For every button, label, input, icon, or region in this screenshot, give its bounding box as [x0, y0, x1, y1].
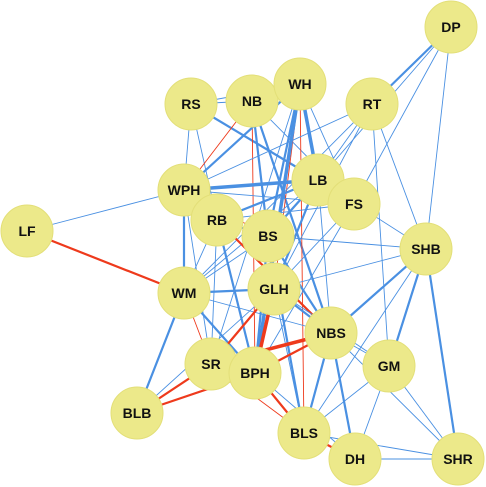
- node-label: LB: [309, 172, 328, 188]
- node-label: FS: [345, 196, 363, 212]
- node-label: RT: [363, 96, 382, 112]
- node-dp[interactable]: DP: [425, 1, 477, 53]
- node-label: GM: [378, 358, 401, 374]
- node-wh[interactable]: WH: [274, 58, 326, 110]
- node-label: NB: [242, 93, 262, 109]
- node-bls[interactable]: BLS: [278, 407, 330, 459]
- node-label: LF: [18, 223, 36, 239]
- node-label: DH: [345, 451, 365, 467]
- node-label: BS: [258, 228, 277, 244]
- node-glh[interactable]: GLH: [248, 263, 300, 315]
- node-label: WPH: [168, 182, 201, 198]
- node-label: WM: [172, 285, 197, 301]
- node-label: GLH: [259, 281, 289, 297]
- node-sr[interactable]: SR: [185, 338, 237, 390]
- node-bs[interactable]: BS: [242, 210, 294, 262]
- node-rt[interactable]: RT: [346, 78, 398, 130]
- node-dh[interactable]: DH: [329, 433, 381, 485]
- node-label: SHB: [411, 241, 441, 257]
- node-label: SR: [201, 356, 220, 372]
- node-wm[interactable]: WM: [158, 267, 210, 319]
- node-label: DP: [441, 19, 460, 35]
- node-label: WH: [288, 76, 311, 92]
- node-lf[interactable]: LF: [1, 205, 53, 257]
- node-label: NBS: [316, 325, 346, 341]
- node-label: BLS: [290, 425, 318, 441]
- node-fs[interactable]: FS: [328, 178, 380, 230]
- edge-shb-shr: [426, 249, 458, 459]
- node-nbs[interactable]: NBS: [305, 307, 357, 359]
- node-bph[interactable]: BPH: [229, 347, 281, 399]
- node-rs[interactable]: RS: [165, 78, 217, 130]
- edge-dp-shb: [426, 27, 451, 249]
- node-nb[interactable]: NB: [226, 75, 278, 127]
- node-label: RB: [207, 212, 227, 228]
- node-shr[interactable]: SHR: [432, 433, 484, 485]
- node-rb[interactable]: RB: [191, 194, 243, 246]
- node-label: BLB: [123, 405, 152, 421]
- node-gm[interactable]: GM: [363, 340, 415, 392]
- node-shb[interactable]: SHB: [400, 223, 452, 275]
- node-label: SHR: [443, 451, 473, 467]
- node-label: BPH: [240, 365, 270, 381]
- node-blb[interactable]: BLB: [111, 387, 163, 439]
- node-label: RS: [181, 96, 200, 112]
